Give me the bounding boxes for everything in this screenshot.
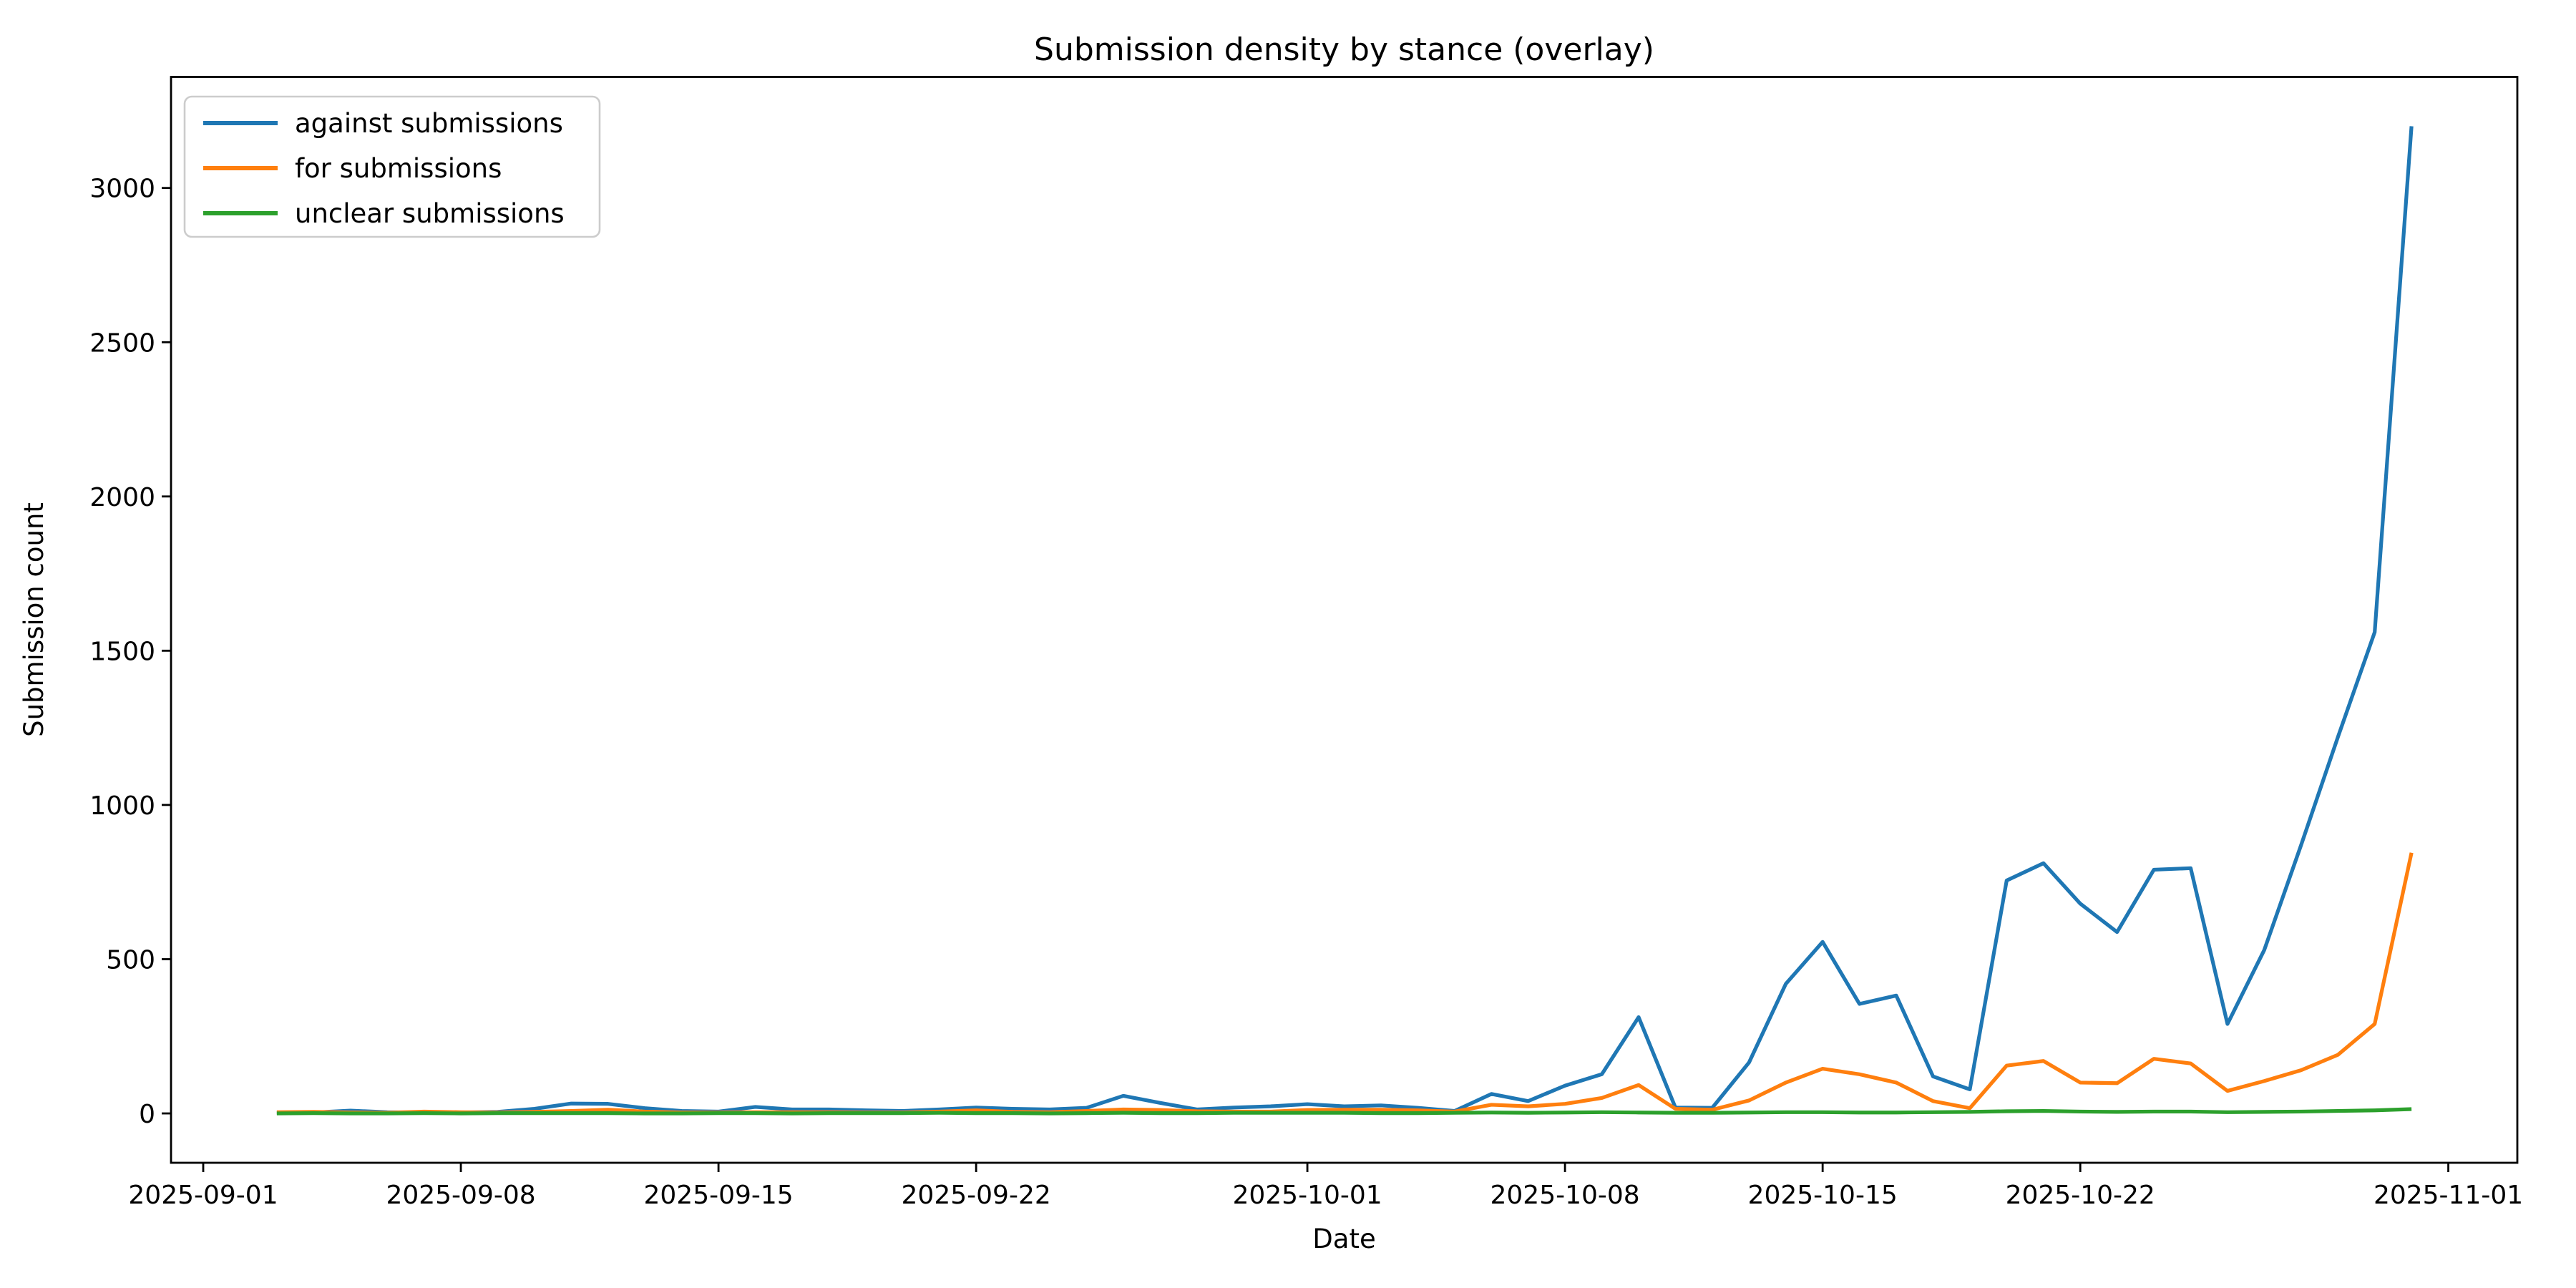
y-tick-label: 2500 bbox=[89, 328, 155, 358]
y-tick-label: 500 bbox=[106, 945, 155, 975]
legend-label-for-submissions: for submissions bbox=[295, 153, 502, 184]
legend: against submissions for submissions unclea… bbox=[183, 95, 601, 238]
x-tick-label: 2025-10-01 bbox=[1232, 1181, 1382, 1210]
legend-box bbox=[183, 95, 601, 238]
y-axis-label: Submission count bbox=[19, 502, 49, 737]
plot-area bbox=[170, 76, 2519, 1164]
x-tick-label: 2025-09-22 bbox=[902, 1181, 1051, 1210]
series-line-unclear-submissions bbox=[276, 1107, 2412, 1116]
legend-label-unclear-submissions: unclear submissions bbox=[295, 198, 565, 229]
y-tick-label: 2000 bbox=[89, 483, 155, 512]
y-tick-label: 1000 bbox=[89, 791, 155, 821]
series-lines bbox=[276, 126, 2414, 1116]
x-tick-label: 2025-09-15 bbox=[643, 1181, 793, 1210]
x-axis-label: Date bbox=[1312, 1224, 1375, 1254]
axis-ticks: 2025-09-01 2025-09-08 2025-09-15 2025-09-22… bbox=[89, 175, 2523, 1210]
x-tick-label: 2025-09-01 bbox=[128, 1181, 278, 1210]
series-line-against-submissions bbox=[276, 126, 2414, 1115]
x-tick-label: 2025-10-15 bbox=[1748, 1181, 1898, 1210]
legend-label-against-submissions: against submissions bbox=[295, 108, 563, 139]
y-tick-label: 3000 bbox=[89, 175, 155, 204]
y-tick-label: 0 bbox=[139, 1100, 155, 1129]
x-tick-label: 2025-09-08 bbox=[386, 1181, 535, 1210]
y-tick-label: 1500 bbox=[89, 637, 155, 666]
x-tick-label: 2025-10-22 bbox=[2006, 1181, 2155, 1210]
x-tick-label: 2025-11-01 bbox=[2373, 1181, 2523, 1210]
x-tick-label: 2025-10-08 bbox=[1491, 1181, 1640, 1210]
series-line-for-submissions bbox=[276, 852, 2414, 1115]
figure-title: Submission density by stance (overlay) bbox=[1034, 31, 1654, 68]
